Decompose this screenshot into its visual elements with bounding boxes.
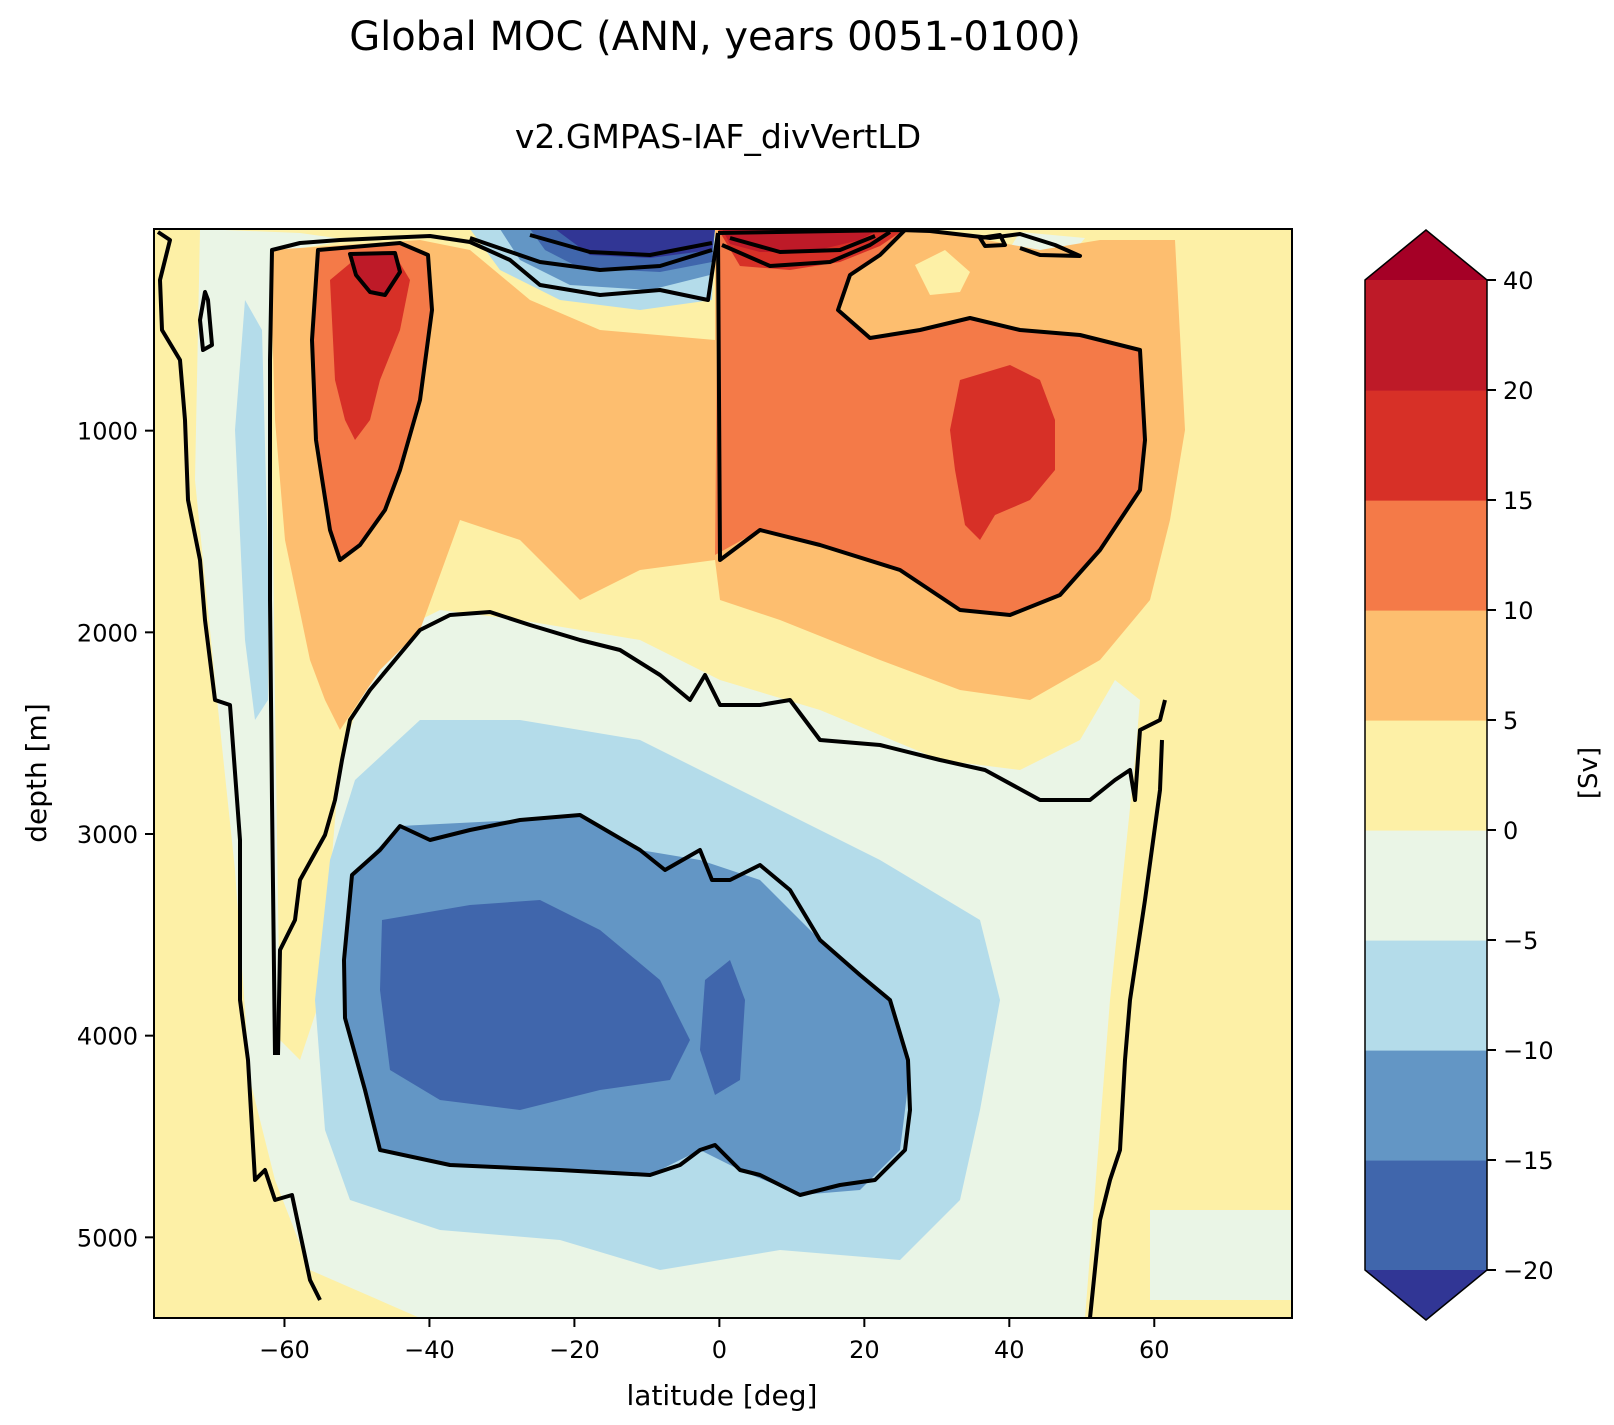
colorbar-tick-label: 20	[1503, 377, 1534, 405]
chart-subtitle: v2.GMPAS-IAF_divVertLD	[515, 117, 921, 156]
y-tick-label: 5000	[77, 1224, 138, 1252]
contour-line-zero-north	[717, 229, 1082, 258]
x-tick-label: −60	[259, 1336, 310, 1364]
x-tick-label: −40	[404, 1336, 455, 1364]
plot-frame	[153, 228, 1293, 1319]
colorbar-band	[1365, 390, 1487, 501]
colorbar-extend-over	[1365, 230, 1487, 280]
colorbar-tick-label: 10	[1503, 597, 1534, 625]
x-tick-label: 20	[849, 1336, 880, 1364]
colorbar-band	[1365, 280, 1487, 391]
colorbar-band	[1365, 720, 1487, 831]
colorbar-tick-label: −15	[1503, 1147, 1554, 1175]
field-band-minus15-to-minus20	[380, 900, 690, 1110]
contour-line-plus10-north	[716, 229, 1147, 617]
contour-lines	[156, 229, 1167, 1318]
x-axis-label: latitude [deg]	[627, 1379, 818, 1412]
colorbar-tick-label: 0	[1503, 817, 1518, 845]
field-band-minus5-to-minus10-slope	[235, 300, 268, 720]
contour-line-surface-negative	[469, 236, 713, 272]
x-tick-label: 60	[1139, 1336, 1170, 1364]
colorbar-tick-label: 40	[1503, 267, 1534, 295]
x-tick-label: 40	[994, 1336, 1025, 1364]
field-band-10-to-15-north	[715, 229, 1145, 615]
colorbar-band	[1365, 1160, 1487, 1271]
contour-line-plus20-south	[348, 251, 402, 297]
colorbar-tick-label: 15	[1503, 487, 1534, 515]
contour-line-zero-upper	[268, 232, 720, 1056]
contour-line-zero-slope	[156, 230, 322, 1301]
contour-line-zero-inner	[198, 290, 214, 352]
field-band-minus15-to-minus20-b	[700, 960, 745, 1095]
contour-line-zero-midwater	[276, 610, 1167, 1056]
field-band-15-to-20-south	[330, 255, 410, 440]
colorbar-band	[1365, 610, 1487, 721]
y-tick-label: 4000	[77, 1023, 138, 1051]
y-tick-label: 3000	[77, 821, 138, 849]
y-axis: 1000 2000 3000 4000 5000	[77, 418, 154, 1252]
colorbar-band	[1365, 1050, 1487, 1161]
colorbar-tick-label: −20	[1503, 1257, 1554, 1285]
contour-line-surface-positive	[721, 230, 892, 268]
contour-line-zero-arctic	[1088, 739, 1164, 1318]
x-axis: −60 −40 −20 0 20 40 60	[259, 1318, 1170, 1364]
colorbar-tick-label: 5	[1503, 707, 1518, 735]
colorbar-band	[1365, 830, 1487, 941]
field-band-0-to-minus5-arctic	[1150, 1210, 1292, 1300]
field-band-0-to-5-islands	[915, 250, 970, 295]
field-band-15-to-20-north	[950, 365, 1055, 540]
plot-area	[154, 229, 1292, 1318]
colorbar-extend-under	[1365, 1270, 1487, 1320]
x-tick-label: 0	[712, 1336, 727, 1364]
x-tick-label: −20	[549, 1336, 600, 1364]
colorbar: −20 −15 −10 −5 0 5 10 15 20 40	[1364, 229, 1554, 1321]
contour-line-minus10	[342, 813, 912, 1197]
colorbar-label: [Sv]	[1574, 747, 1604, 799]
colorbar-band	[1365, 500, 1487, 611]
contour-line-islet	[978, 233, 1007, 248]
contour-line-plus10-south	[310, 241, 434, 562]
contour-line-surface-negative-inner	[529, 233, 713, 257]
y-axis-label: depth [m]	[20, 703, 53, 843]
contour-line-surface-positive-inner	[729, 234, 876, 254]
y-tick-label: 1000	[77, 418, 138, 446]
colorbar-tick-label: −10	[1503, 1037, 1554, 1065]
y-tick-label: 2000	[77, 619, 138, 647]
colorbar-tick-label: −5	[1503, 927, 1538, 955]
chart-title: Global MOC (ANN, years 0051-0100)	[349, 14, 1081, 60]
field-band-20-to-40	[350, 253, 400, 295]
colorbar-band	[1365, 940, 1487, 1051]
